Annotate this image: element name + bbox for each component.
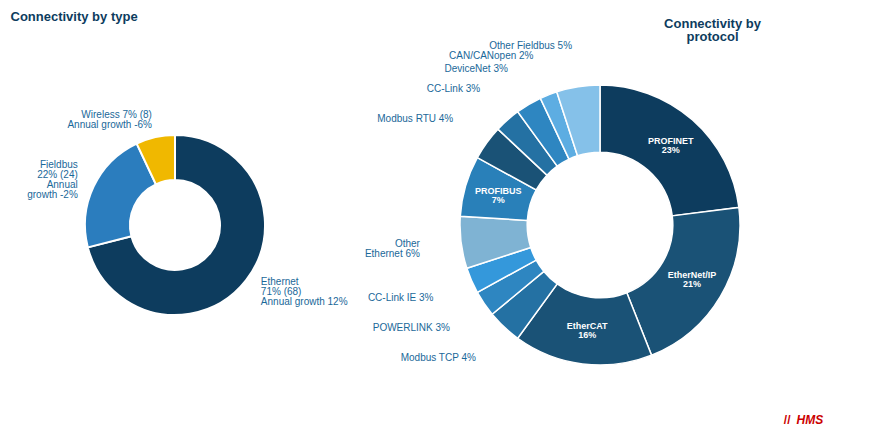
- svg-text:PROFINET23%: PROFINET23%: [648, 136, 694, 155]
- svg-text:Connectivity byprotocol: Connectivity byprotocol: [664, 16, 762, 44]
- svg-text:Connectivity by type: Connectivity by type: [11, 9, 138, 24]
- svg-text:Other Fieldbus 5%: Other Fieldbus 5%: [489, 40, 572, 51]
- svg-text:OtherEthernet 6%: OtherEthernet 6%: [365, 238, 421, 259]
- svg-text:Fieldbus22% (24)Annualgrowth -: Fieldbus22% (24)Annualgrowth -2%: [27, 159, 78, 200]
- svg-text:EtherCAT16%: EtherCAT16%: [567, 321, 608, 340]
- svg-text:Modbus TCP 4%: Modbus TCP 4%: [401, 352, 476, 363]
- svg-text:Ethernet71% (68)Annual growth: Ethernet71% (68)Annual growth 12%: [261, 276, 348, 307]
- svg-text:HMS: HMS: [797, 413, 824, 427]
- svg-text:DeviceNet 3%: DeviceNet 3%: [444, 63, 507, 74]
- svg-text:CC-Link 3%: CC-Link 3%: [427, 83, 480, 94]
- svg-text:POWERLINK 3%: POWERLINK 3%: [373, 322, 450, 333]
- svg-text:EtherNet/IP21%: EtherNet/IP21%: [668, 270, 717, 289]
- svg-text:CC-Link IE 3%: CC-Link IE 3%: [368, 292, 434, 303]
- svg-text:Modbus RTU 4%: Modbus RTU 4%: [377, 113, 453, 124]
- svg-text://: //: [784, 413, 791, 427]
- svg-text:PROFIBUS7%: PROFIBUS7%: [475, 186, 522, 205]
- svg-text:CAN/CANopen 2%: CAN/CANopen 2%: [449, 50, 534, 61]
- svg-text:Wireless 7% (8)Annual growth -: Wireless 7% (8)Annual growth -6%: [67, 109, 152, 130]
